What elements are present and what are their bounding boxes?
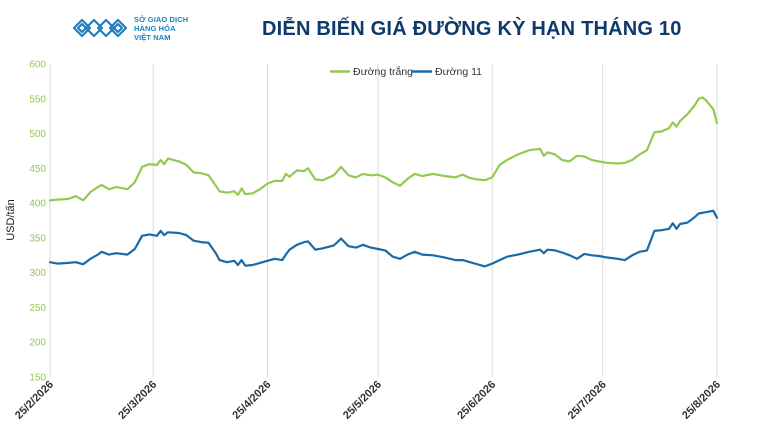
- logo-mark-icon: [72, 18, 128, 38]
- series-line-duong-11: [48, 209, 719, 268]
- y-tick-label: 250: [29, 303, 46, 314]
- company-logo: SỞ GIAO DỊCH HÀNG HÓA VIỆT NAM: [72, 14, 188, 42]
- logo-text: SỞ GIAO DỊCH HÀNG HÓA VIỆT NAM: [134, 15, 188, 42]
- logo-line-2: HÀNG HÓA: [134, 23, 176, 33]
- series-line-duong-trang: [48, 96, 719, 202]
- x-tick-label: 25/4/2026: [230, 379, 273, 422]
- y-tick-label: 150: [29, 373, 46, 384]
- y-tick-label: 450: [29, 164, 46, 175]
- y-tick-label: 200: [29, 338, 46, 349]
- y-tick-label: 400: [29, 199, 46, 210]
- logo-line-1: SỞ GIAO DỊCH: [134, 14, 189, 24]
- y-tick-label: 300: [29, 268, 46, 279]
- y-axis-label: USD/tấn: [5, 199, 17, 241]
- legend-label: Đường trắng: [353, 65, 413, 78]
- y-tick-label: 600: [29, 60, 46, 71]
- x-tick-label: 25/7/2026: [566, 379, 609, 422]
- x-tick-label: 25/6/2026: [455, 379, 498, 422]
- x-tick-label: 25/5/2026: [341, 379, 384, 422]
- y-tick-label: 550: [29, 94, 46, 105]
- logo-line-3: VIỆT NAM: [134, 32, 171, 42]
- chart-title: DIỄN BIẾN GIÁ ĐƯỜNG KỲ HẠN THÁNG 10: [262, 18, 682, 40]
- x-tick-label: 25/3/2026: [116, 379, 159, 422]
- x-tick-label: 25/8/2026: [680, 379, 723, 422]
- legend-label: Đường 11: [435, 66, 482, 78]
- y-tick-label: 350: [29, 233, 46, 244]
- x-tick-label: 25/2/2026: [13, 379, 56, 422]
- y-tick-label: 500: [29, 129, 46, 140]
